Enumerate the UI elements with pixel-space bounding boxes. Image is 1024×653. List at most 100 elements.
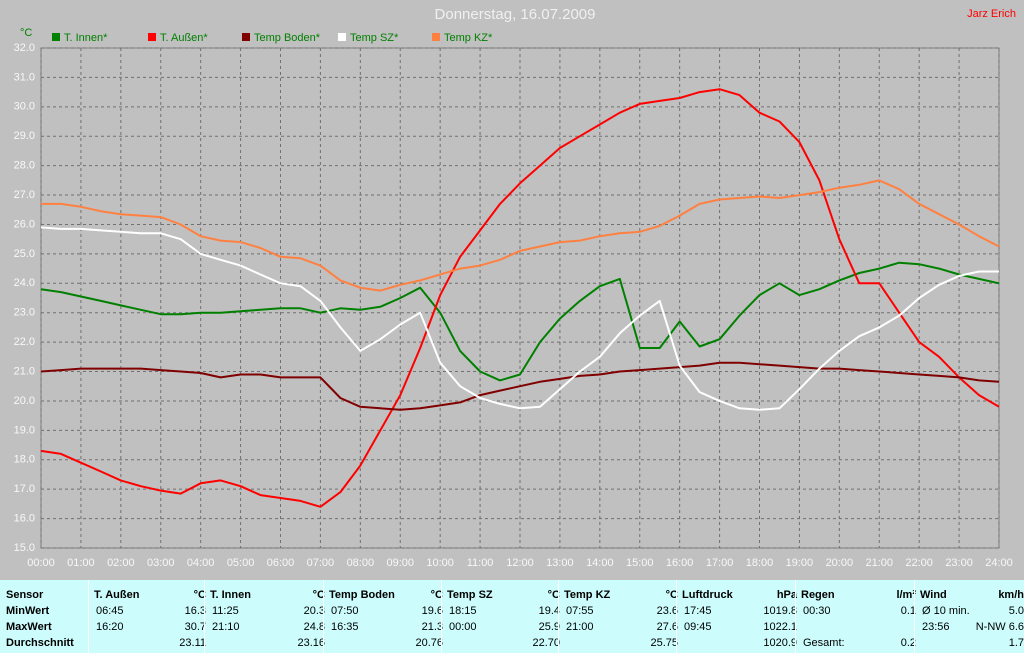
cell-value: 25.9 [538,621,560,633]
group-unit: l/m² [896,589,916,601]
y-tick-label: 26.0 [14,218,35,230]
author: Jarz Erich [967,8,1016,20]
y-unit: °C [20,27,32,39]
column-separator [88,580,89,653]
cell-time: 23:56 [922,621,950,633]
cell-time: 00:30 [803,605,831,617]
y-tick-label: 25.0 [14,248,35,260]
legend-label: Temp Boden* [254,32,321,44]
cell-time: 17:45 [684,605,712,617]
x-tick-label: 18:00 [746,557,774,569]
group-unit: km/h [998,589,1024,601]
group-name: T. Innen [210,589,251,601]
cell-value: 1022.1 [763,621,797,633]
legend-swatch [148,33,156,41]
group-name: Temp SZ [447,589,493,601]
cell-value: 23.6 [656,605,678,617]
cell-time: 06:45 [96,605,124,617]
y-tick-label: 29.0 [14,130,35,142]
row-label: MaxWert [6,621,52,633]
cell-time: 18:15 [449,605,477,617]
column-separator [795,580,796,653]
y-tick-label: 32.0 [14,42,35,54]
cell-value: 27.6 [656,621,678,633]
y-tick-label: 16.0 [14,512,35,524]
cell-time: 07:50 [331,605,359,617]
group-name: Temp KZ [564,589,611,601]
group-unit: °C [430,589,443,601]
cell-value: 0.1 [900,605,916,617]
cell-value: 25.75 [650,637,678,649]
cell-time: 00:00 [449,621,477,633]
column-separator [204,580,205,653]
cell-value: 30.7 [184,621,206,633]
x-tick-label: 01:00 [67,557,95,569]
cell-time: 21:00 [566,621,594,633]
cell-value: 23.16 [297,637,325,649]
y-tick-label: 21.0 [14,365,35,377]
cell-value: 1020.9 [763,637,797,649]
y-tick-label: 24.0 [14,277,35,289]
x-tick-label: 09:00 [386,557,414,569]
group-unit: °C [547,589,560,601]
cell-value: 1019.8 [763,605,797,617]
column-separator [323,580,324,653]
cell-value: 21.3 [421,621,443,633]
series-line [40,361,1000,411]
table-header: Sensor [6,589,44,601]
x-tick-label: 19:00 [786,557,814,569]
x-tick-label: 24:00 [985,557,1013,569]
cell-time: 09:45 [684,621,712,633]
cell-value: 0.2 [900,637,916,649]
row-label: MinWert [6,605,50,617]
cell-time: 07:55 [566,605,594,617]
legend-label: Temp SZ* [350,32,399,44]
legend-swatch [338,33,346,41]
cell-value: 22.70 [532,637,560,649]
y-tick-label: 17.0 [14,483,35,495]
y-tick-label: 28.0 [14,160,35,172]
x-tick-label: 11:00 [467,557,494,569]
cell-time: 16:35 [331,621,359,633]
y-tick-label: 19.0 [14,424,35,436]
column-separator [676,580,677,653]
y-tick-label: 18.0 [14,454,35,466]
x-tick-label: 10:00 [426,557,454,569]
cell-value: 5.0 [1008,605,1024,617]
cell-value: 23.11 [179,637,206,649]
y-tick-label: 22.0 [14,336,35,348]
cell-value: 24.8 [303,621,325,633]
column-separator [441,580,442,653]
y-tick-label: 23.0 [14,307,35,319]
group-name: T. Außen [94,589,140,601]
cell-time: 11:25 [212,605,239,617]
legend-swatch [432,33,440,41]
cell-time: Gesamt: [803,637,845,649]
cell-value: 19.4 [538,605,560,617]
legend-swatch [52,33,60,41]
cell-value: 16.3 [184,605,206,617]
cell-time: 16:20 [96,621,124,633]
x-tick-label: 12:00 [506,557,534,569]
cell-value: 19.6 [421,605,443,617]
column-separator [558,580,559,653]
row-label: Durchschnitt [6,637,74,649]
chart: Donnerstag, 16.07.2009 Jarz Erich °C 15.… [14,6,1016,569]
y-tick-label: 30.0 [14,101,35,113]
x-tick-label: 08:00 [347,557,375,569]
series-line [40,88,1000,508]
chart-title: Donnerstag, 16.07.2009 [435,6,596,23]
group-name: Wind [920,589,947,601]
series-line [41,179,1000,292]
x-tick-label: 05:00 [227,557,255,569]
x-tick-label: 16:00 [666,557,694,569]
series-line [40,261,1000,382]
x-tick-label: 02:00 [107,557,135,569]
x-tick-label: 17:00 [706,557,734,569]
x-tick-label: 13:00 [546,557,574,569]
group-name: Regen [801,589,835,601]
x-tick-label: 07:00 [307,557,335,569]
x-tick-label: 20:00 [826,557,854,569]
cell-time: Ø 10 min. [922,605,970,617]
